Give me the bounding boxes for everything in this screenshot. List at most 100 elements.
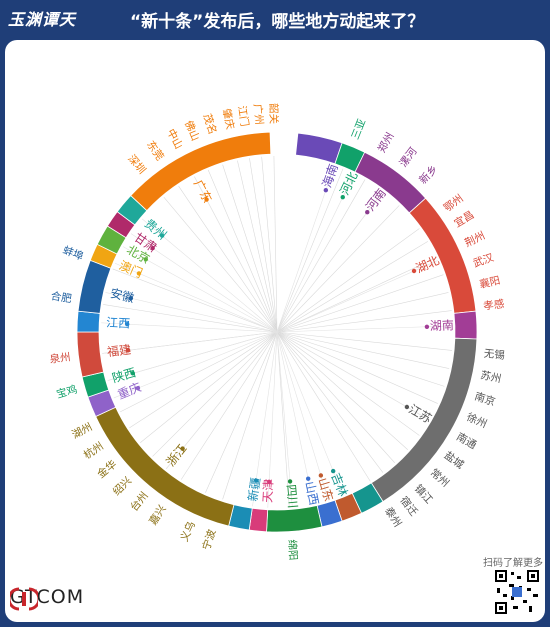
gtcom-brand: GTCOM [10, 586, 85, 611]
chord-line [276, 331, 408, 450]
province-dot [180, 446, 185, 451]
chord-line [107, 331, 278, 381]
chord-line [276, 205, 400, 333]
city-label: 荆州 [463, 229, 488, 250]
chord-line [276, 241, 429, 333]
chord-line [276, 331, 430, 421]
chord-line [276, 179, 366, 333]
province-label: 海南 [319, 162, 341, 190]
chord-line [276, 165, 335, 333]
ring-segment-湖南 [453, 310, 478, 340]
city-label: 绵阳 [286, 539, 300, 561]
gtcom-logo-icon [10, 587, 38, 611]
province-dot [287, 479, 293, 484]
province-label: 山东 [316, 476, 336, 503]
province-label: 陕西 [110, 364, 137, 385]
chord-line [141, 218, 278, 333]
province-label: 广东 [191, 177, 215, 205]
city-label: 金华 [95, 457, 120, 480]
chord-line [103, 304, 278, 333]
chord-line [163, 196, 278, 333]
city-label: 苏州 [479, 368, 502, 385]
province-label: 安徽 [109, 285, 136, 305]
qr-code-icon[interactable] [493, 568, 541, 616]
city-label: 嘉兴 [146, 503, 168, 528]
city-label: 徐州 [465, 410, 489, 430]
chord-line [276, 331, 438, 404]
chord-line [102, 331, 278, 354]
province-dot [125, 321, 130, 327]
city-label: 鄂州 [442, 193, 466, 215]
province-dot [330, 468, 336, 474]
city-label: 湖州 [70, 421, 94, 441]
chord-line [207, 169, 278, 333]
province-dot [159, 233, 165, 238]
chord-line [252, 331, 278, 507]
chord-line [276, 331, 293, 508]
city-label: 三亚 [349, 117, 368, 141]
province-dot [253, 478, 259, 483]
province-dot [125, 348, 131, 353]
city-label: 盐城 [442, 449, 467, 472]
city-label: 佛山 [182, 118, 202, 142]
city-label: 蚌埠 [61, 243, 86, 263]
province-dot [340, 194, 345, 200]
chord-line [112, 268, 278, 333]
chord-line [276, 331, 384, 473]
chord-line [180, 331, 278, 480]
chord-line [129, 331, 278, 429]
chord-line [237, 160, 278, 333]
province-label: 湖南 [430, 317, 455, 333]
chord-line [130, 233, 278, 333]
province-label: 福建 [106, 341, 132, 359]
chord-line [194, 176, 278, 333]
chord-line [222, 331, 278, 500]
city-label: 襄阳 [478, 274, 501, 291]
city-label: 南通 [454, 430, 479, 452]
city-label: 台州 [127, 489, 150, 514]
ring-segment-广东 [130, 131, 272, 212]
city-label: 广州 [251, 103, 265, 125]
qr-label: 扫码了解更多 [483, 558, 543, 569]
chord-line [276, 173, 355, 333]
province-label: 新疆 [245, 476, 263, 502]
chord-line [222, 164, 278, 333]
chord-line [276, 274, 444, 333]
ring-segment-江西 [76, 310, 101, 333]
chord-line [276, 331, 329, 501]
chord-line [140, 331, 278, 443]
chart-card: 三亚 郑州 漯河 新乡 鄂州 宜昌 荆州 武汉 襄阳 孝感 无锡 苏州 南京 徐州 南通 盐城 常州 镇江 宿迁 泰州… [5, 40, 545, 622]
chord-line [276, 331, 344, 496]
province-label: 浙江 [164, 442, 190, 469]
chord-line [276, 257, 437, 333]
chord-line [276, 292, 449, 333]
city-label: 泰州 [382, 505, 404, 530]
chord-line [276, 168, 344, 333]
chord-line [276, 310, 452, 333]
chord-line [276, 331, 420, 436]
city-label: 韶关 [267, 103, 280, 125]
city-label: 漯河 [397, 145, 420, 169]
chord-line [152, 331, 278, 457]
city-label: 宜昌 [452, 208, 477, 230]
chord-line [166, 331, 278, 469]
city-label: 宁波 [200, 527, 219, 551]
province-dot [266, 479, 272, 484]
city-label: 江门 [235, 105, 251, 128]
city-label: 新乡 [416, 162, 440, 186]
province-label: 山西 [302, 480, 321, 506]
gtcom-text: GTCOM [10, 586, 85, 608]
chord-line [249, 158, 278, 333]
city-label: 武汉 [471, 251, 496, 270]
chord-line [273, 156, 278, 333]
city-label: 合肥 [50, 289, 73, 305]
city-label: 南京 [473, 390, 497, 409]
chord-line [276, 331, 445, 387]
chord-line [122, 246, 278, 333]
city-label: 常州 [428, 466, 452, 490]
province-dot [305, 476, 311, 481]
city-label: 肇庆 [220, 107, 238, 131]
city-label: 宿迁 [397, 494, 420, 519]
province-dot [204, 197, 209, 202]
ring-segment-安徽 [77, 259, 112, 314]
